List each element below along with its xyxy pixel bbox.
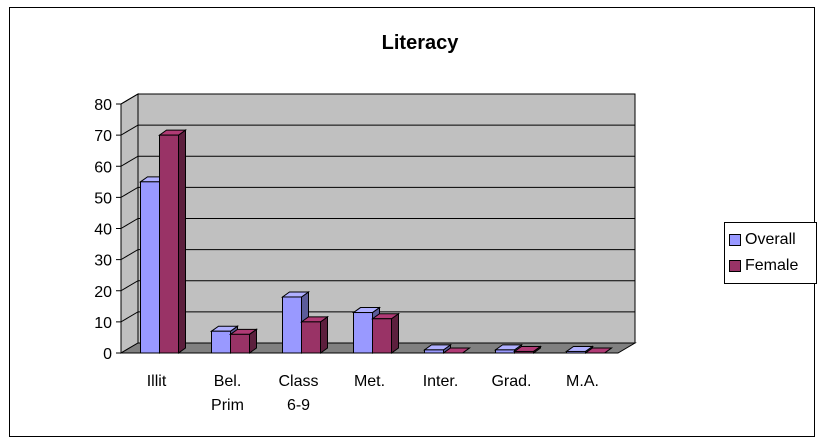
plot-area: 0 10 20 30 40 50 60 70 80 Illit Bel. Prim Class 6-9 Me… (94, 93, 637, 414)
y-tick-label: 50 (94, 190, 112, 207)
y-tick-label: 60 (94, 159, 112, 176)
bar-front (140, 181, 160, 354)
x-tick-label: Inter. (423, 373, 459, 390)
y-tick-label: 40 (94, 222, 112, 239)
legend: Overall Female (724, 222, 817, 284)
bar-front (211, 330, 231, 354)
bar-front (353, 312, 373, 354)
x-tick-label-line: Prim (211, 397, 244, 414)
bar-female (228, 328, 259, 354)
bar-overall (422, 343, 453, 354)
x-tick-label-line: Illit (147, 373, 167, 390)
gridline (120, 311, 635, 323)
legend-item-female: Female (729, 257, 798, 275)
x-tick-label: Met. (354, 373, 385, 390)
gridline (120, 124, 635, 136)
bar-top (583, 347, 614, 354)
bar-side (320, 315, 328, 354)
bar-side (178, 129, 186, 354)
bar-front (424, 349, 444, 354)
gridline (120, 280, 635, 292)
bar-female (299, 315, 330, 354)
bar-front (159, 134, 179, 354)
bar-female (157, 129, 188, 354)
bar-top (441, 347, 472, 354)
x-tick-label-line: Met. (354, 373, 385, 390)
bar-front (230, 333, 250, 354)
bar-front (301, 321, 321, 354)
legend-swatch-overall (729, 234, 741, 246)
bar-female (370, 312, 401, 354)
x-tick-label-line: M.A. (566, 373, 599, 390)
gridline (120, 93, 635, 105)
bar-front (495, 349, 515, 354)
legend-item-overall: Overall (729, 231, 796, 249)
y-tick-label: 30 (94, 253, 112, 270)
gridline (120, 155, 635, 167)
chart-title: Literacy (382, 32, 460, 54)
x-tick-label: Bel. Prim (211, 373, 244, 414)
y-tick-label: 20 (94, 284, 112, 301)
x-tick-label-line: Inter. (423, 373, 459, 390)
x-tick-label: Class 6-9 (278, 373, 318, 414)
x-tick-label-line: Class (278, 373, 318, 390)
x-tick-label: Grad. (491, 373, 531, 390)
bar-front (566, 350, 586, 354)
x-tick-label: M.A. (566, 373, 599, 390)
x-tick-label: Illit (147, 373, 167, 390)
legend-swatch-female (729, 260, 741, 272)
gridline (120, 218, 635, 229)
y-tick-label: 70 (94, 128, 112, 145)
bar-front (372, 318, 392, 354)
y-tick-label: 0 (103, 346, 112, 363)
x-tick-label-line: Bel. (214, 373, 242, 390)
legend-label-overall: Overall (745, 231, 796, 248)
x-tick-label-line: Grad. (491, 373, 531, 390)
y-tick-label: 10 (94, 315, 112, 332)
bar-side (391, 312, 399, 354)
y-tick-label: 80 (94, 97, 112, 114)
bar-female (583, 347, 614, 354)
gridline (120, 249, 635, 261)
bar-front (282, 296, 302, 354)
x-tick-label-line: 6-9 (287, 397, 310, 414)
bar-female (512, 345, 543, 354)
bar-female (441, 347, 472, 354)
legend-label-female: Female (745, 257, 799, 274)
bar-front (514, 350, 534, 354)
gridline (120, 186, 635, 198)
